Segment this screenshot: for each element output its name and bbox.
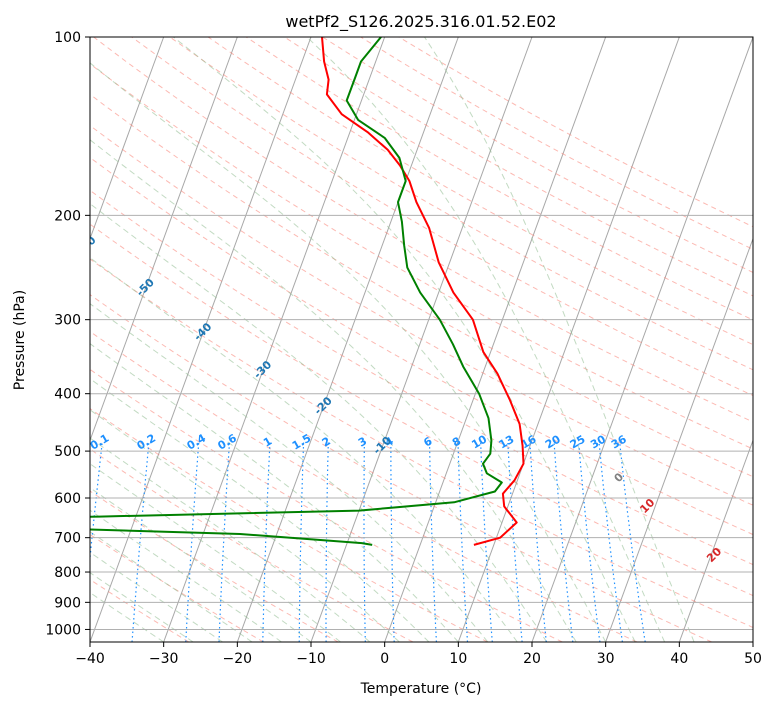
moist-adiabat-line <box>90 531 253 642</box>
isotherm-line <box>90 37 238 442</box>
mixing-ratio-line <box>480 440 493 642</box>
dewpoint-profile-line <box>90 37 503 546</box>
y-axis-label: Pressure (hPa) <box>12 290 28 390</box>
temperature-profile-line <box>321 37 525 546</box>
dry-adiabat-line <box>90 368 563 642</box>
y-tick-label: 900 <box>54 595 81 611</box>
dry-adiabat-line <box>90 223 753 597</box>
mixing-ratio-line <box>131 440 150 642</box>
x-axis-label: Temperature (°C) <box>360 681 482 697</box>
dry-adiabat-line <box>90 407 488 642</box>
x-tick-label: −30 <box>149 651 179 667</box>
moist-adiabat-line <box>424 37 695 642</box>
x-tick-label: −20 <box>223 651 253 667</box>
y-tick-label: 300 <box>54 313 81 329</box>
mixing-ratio-line <box>457 440 469 642</box>
isotherm-line <box>163 37 386 642</box>
isotherm-line <box>90 37 312 642</box>
y-tick-label: 400 <box>54 387 81 403</box>
profiles <box>90 37 525 546</box>
dry-adiabat-line <box>169 37 753 371</box>
mixing-ratio-line <box>325 440 329 642</box>
y-tick-label: 100 <box>54 30 81 46</box>
mixing-ratio-line <box>262 440 271 642</box>
x-tick-label: −10 <box>296 651 326 667</box>
mixing-ratio-line <box>577 440 601 642</box>
axis-ticks: −40 −30 −20 −10 0 10 20 30 40 50 100 200 300 400 500 60… <box>45 30 762 667</box>
mixing-ratio-line <box>390 440 395 642</box>
moist-adiabat-line <box>90 378 430 642</box>
mixing-ratio-line <box>363 440 366 642</box>
background-lines <box>90 37 753 642</box>
moist-adiabat-line <box>90 551 223 642</box>
x-tick-label: 30 <box>597 651 615 667</box>
isotherm-label: -60 <box>75 233 98 256</box>
isotherm-line <box>457 37 680 642</box>
moist-adiabat-line <box>90 409 400 642</box>
moist-adiabat-line <box>90 509 282 642</box>
isotherm-line <box>384 37 607 642</box>
dry-adiabat-line <box>90 93 753 478</box>
mixing-ratio-line <box>218 440 231 642</box>
dry-adiabat-line <box>207 37 753 346</box>
mixing-ratio-line <box>185 440 200 642</box>
pressure-grid <box>90 37 753 630</box>
dry-adiabat-line <box>284 37 753 297</box>
y-tick-label: 600 <box>54 491 81 507</box>
mixing-ratio-line <box>428 440 437 642</box>
moist-adiabat-line <box>90 139 577 642</box>
isotherm-line <box>531 37 753 642</box>
isotherm-line <box>236 37 459 642</box>
dry-adiabat-line <box>90 258 753 628</box>
mixing-ratio-line <box>553 440 574 642</box>
y-tick-label: 800 <box>54 565 81 581</box>
moist-adiabat-line <box>90 343 459 642</box>
mixing-ratio-line <box>529 440 547 642</box>
moist-adiabat-line <box>90 487 312 642</box>
mixing-ratio-line <box>618 440 646 642</box>
x-tick-label: 0 <box>380 651 389 667</box>
dry-adiabat-line <box>93 37 753 423</box>
moist-adiabat-line <box>90 303 489 642</box>
dry-adiabat-line <box>90 189 753 566</box>
moist-adiabat-line <box>306 37 666 642</box>
plot-frame <box>89 36 754 643</box>
dry-adiabat-line <box>90 294 712 642</box>
y-tick-label: 500 <box>54 444 81 460</box>
y-tick-label: 200 <box>54 208 81 224</box>
y-tick-label: 1000 <box>45 622 81 638</box>
x-tick-label: 10 <box>449 651 467 667</box>
isotherm-line <box>678 438 753 642</box>
moist-adiabat-line <box>90 203 548 642</box>
dry-adiabat-line <box>90 156 753 536</box>
dry-adiabat-line <box>90 490 339 642</box>
x-tick-label: 20 <box>523 651 541 667</box>
moist-adiabat-line <box>173 37 636 642</box>
isotherm-line <box>605 237 753 642</box>
isotherm-line <box>90 37 165 241</box>
moist-adiabat-line <box>90 572 194 642</box>
y-tick-label: 700 <box>54 531 81 547</box>
mixing-ratio-line <box>298 440 305 642</box>
mixing-ratio-line <box>507 440 523 642</box>
x-tick-label: 50 <box>744 651 762 667</box>
chart-title: wetPf2_S126.2025.316.01.52.E02 <box>285 12 556 32</box>
dry-adiabat-line <box>90 533 264 642</box>
moist-adiabat-line <box>90 257 518 642</box>
moist-adiabat-line <box>90 437 371 642</box>
dry-adiabat-line <box>90 448 414 642</box>
x-tick-label: −40 <box>75 651 105 667</box>
x-tick-label: 40 <box>670 651 688 667</box>
mixing-ratio-line <box>598 440 623 642</box>
